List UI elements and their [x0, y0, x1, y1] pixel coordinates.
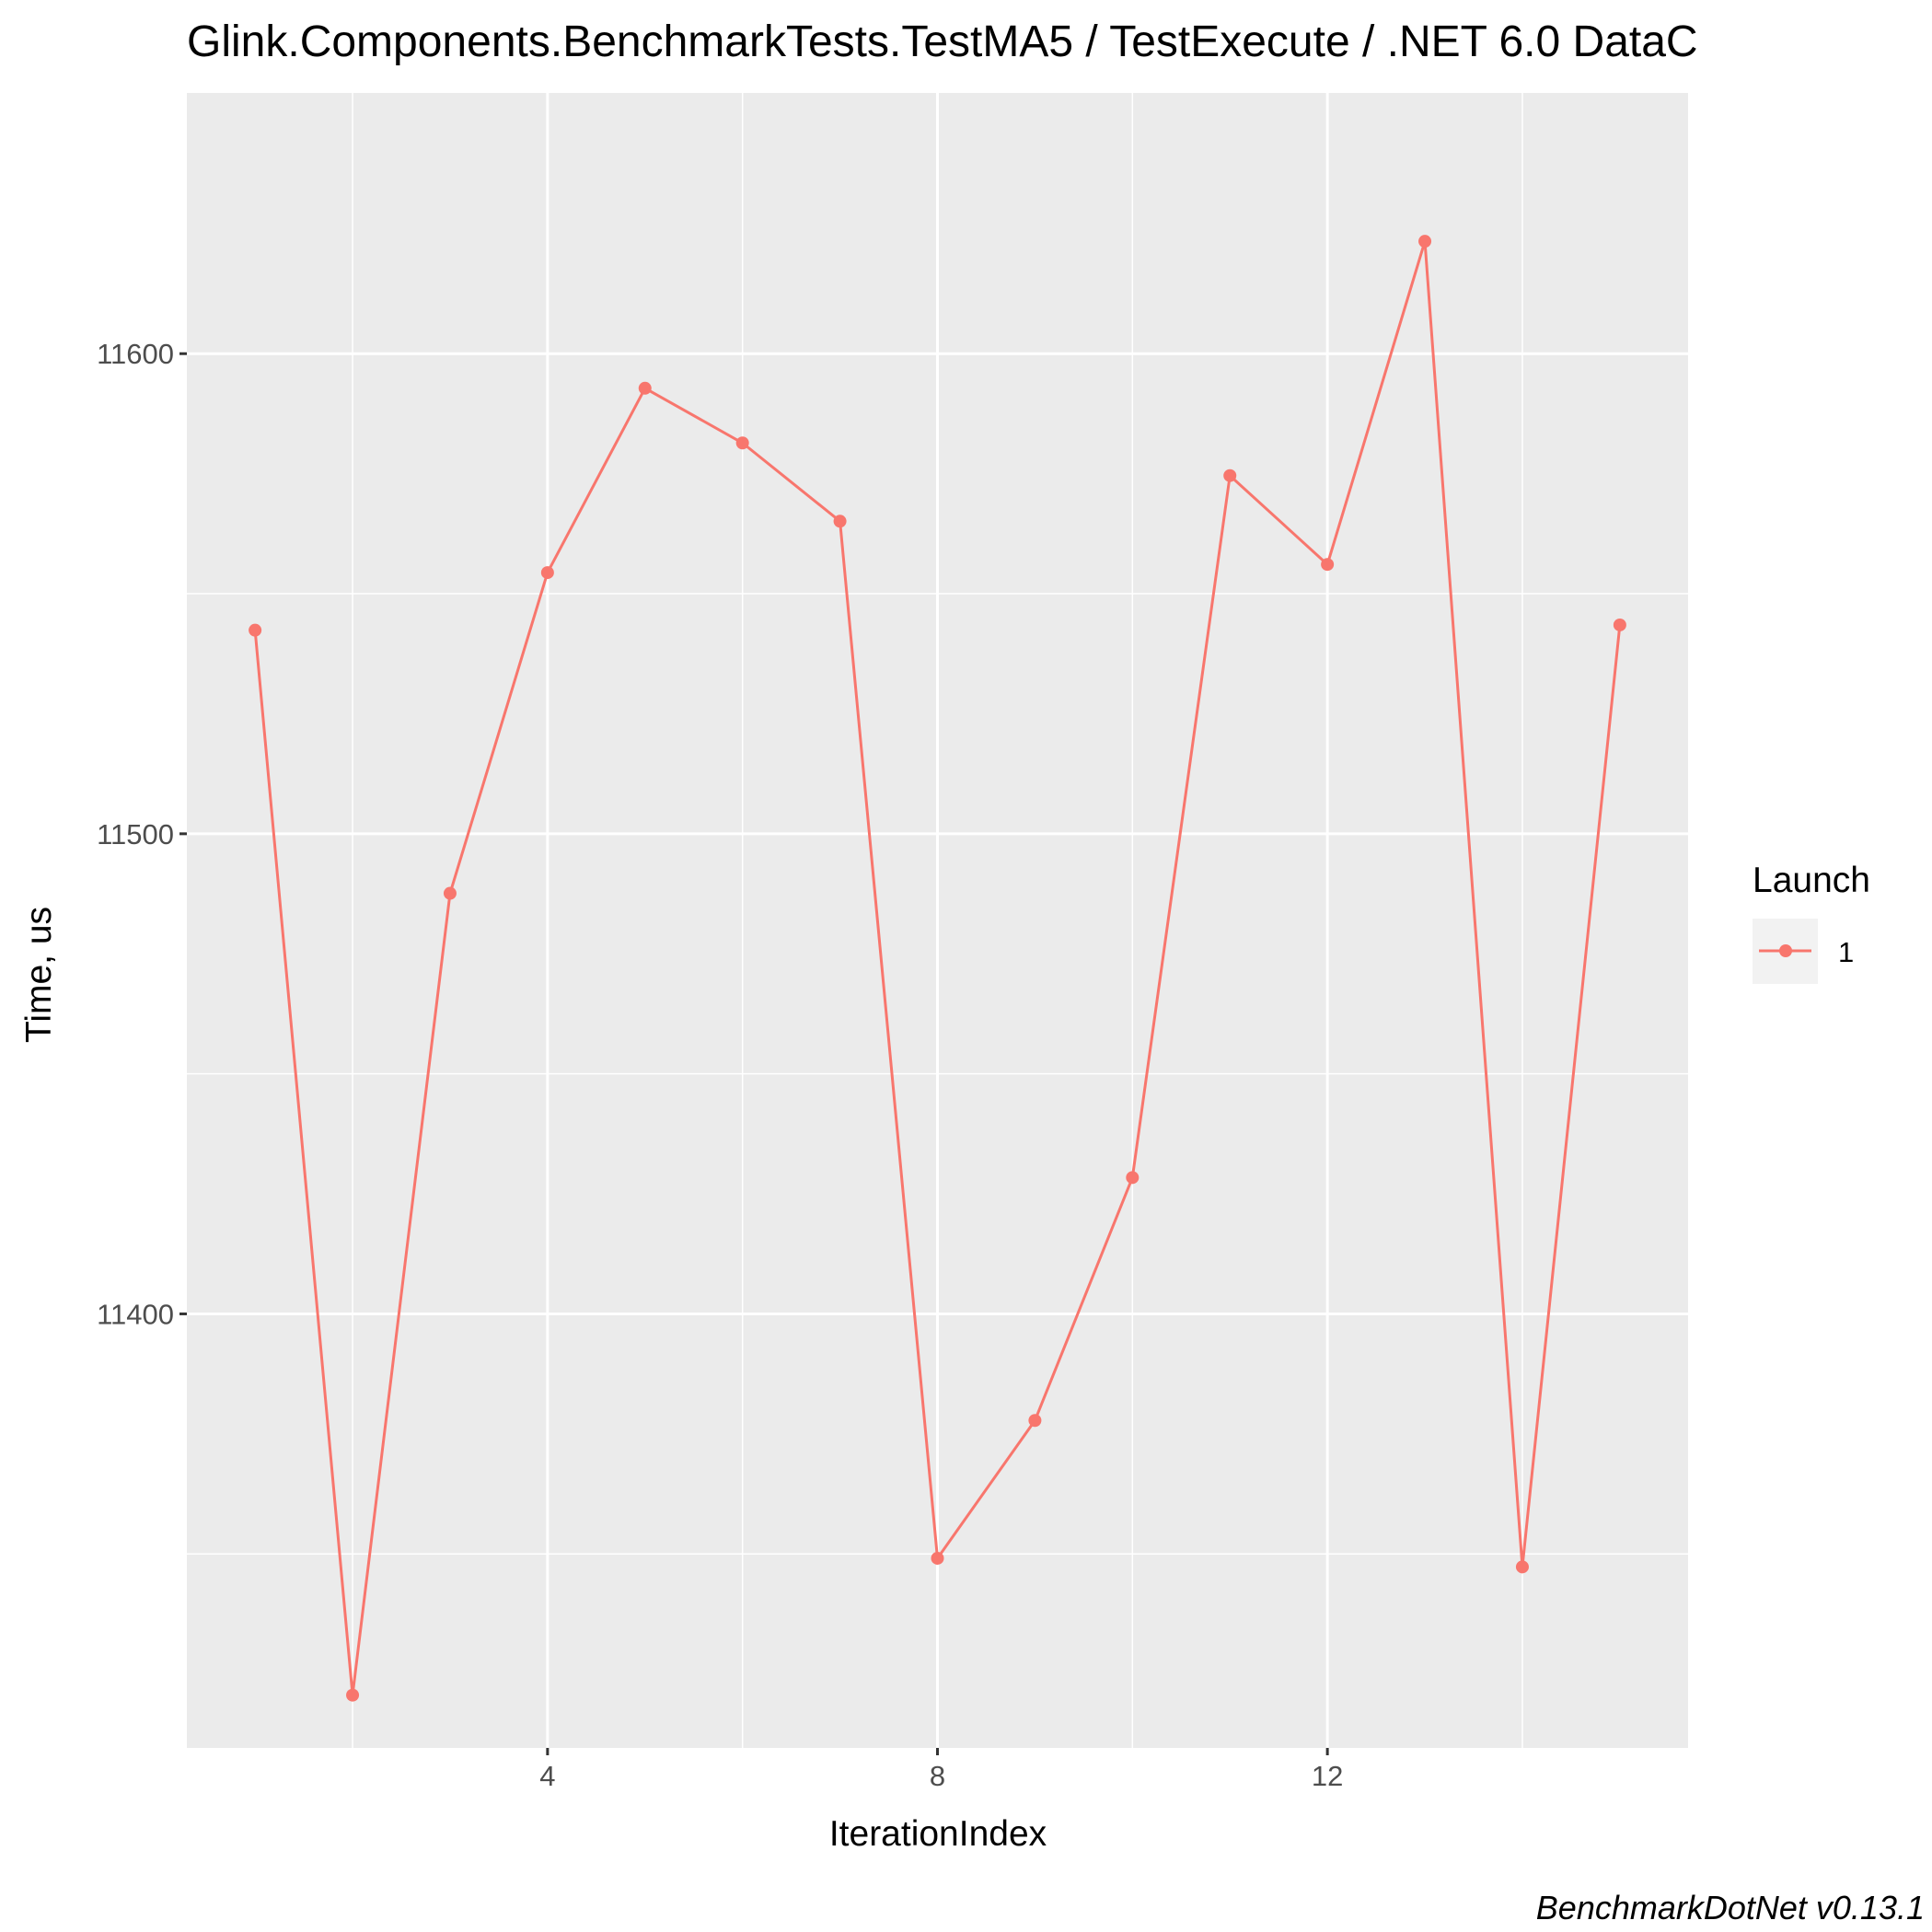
legend-title: Launch — [1753, 861, 1870, 900]
x-tick-label: 12 — [1312, 1760, 1343, 1792]
data-point — [346, 1688, 360, 1702]
y-axis-title: Time, us — [19, 907, 59, 1043]
y-tick-label: 11400 — [97, 1298, 174, 1330]
y-axis-tick-labels: 11400 11500 11600 — [97, 338, 174, 1330]
data-point — [735, 436, 749, 450]
data-point — [638, 381, 652, 395]
major-gridlines — [187, 93, 1688, 1748]
data-point — [249, 623, 262, 637]
y-tick-label: 11600 — [97, 338, 174, 370]
chart-caption: BenchmarkDotNet v0.13.1 — [1536, 1889, 1925, 1926]
data-point — [931, 1551, 944, 1565]
data-point — [833, 515, 847, 528]
data-point — [540, 566, 554, 580]
series-layer — [249, 235, 1626, 1702]
legend-label-series-1: 1 — [1838, 936, 1854, 968]
data-point — [1126, 1171, 1140, 1185]
x-tick-label: 8 — [930, 1760, 945, 1792]
x-axis-title: IterationIndex — [829, 1814, 1047, 1854]
data-point — [1321, 558, 1335, 572]
y-tick-label: 11500 — [97, 818, 174, 850]
data-point — [1418, 235, 1432, 249]
chart-title: Glink.Components.BenchmarkTests.TestMA5 … — [187, 17, 1698, 66]
data-point — [1028, 1414, 1042, 1428]
data-point — [443, 886, 457, 900]
legend-key-point — [1779, 944, 1792, 957]
x-tick-label: 4 — [539, 1760, 555, 1792]
data-point — [1613, 618, 1626, 631]
axis-ticks — [179, 352, 1329, 1755]
x-axis-tick-labels: 4 8 12 — [539, 1760, 1343, 1792]
legend: Launch 1 — [1753, 861, 1870, 984]
data-point — [1223, 469, 1237, 482]
data-point — [1515, 1560, 1529, 1574]
